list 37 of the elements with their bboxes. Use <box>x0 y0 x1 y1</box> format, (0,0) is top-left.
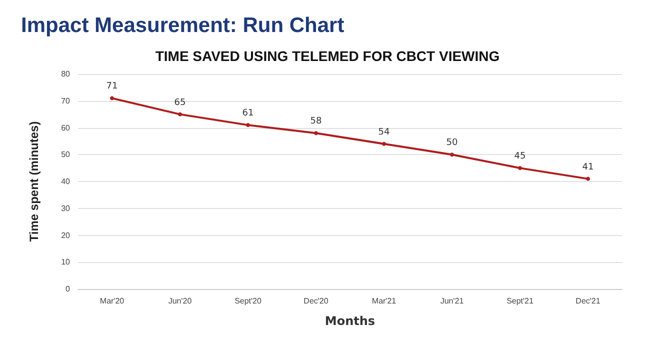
point <box>450 152 454 157</box>
y-tick-label: 20 <box>61 230 71 240</box>
point <box>178 112 182 116</box>
x-tick-label: Mar'20 <box>100 296 125 306</box>
data-label: 54 <box>378 127 390 138</box>
point <box>110 96 114 100</box>
point <box>246 123 250 128</box>
point <box>314 131 318 136</box>
data-label: 58 <box>310 116 322 127</box>
x-tick-label: Jun'20 <box>168 296 192 306</box>
data-label: 65 <box>174 98 186 108</box>
data-label: 45 <box>514 152 526 162</box>
data-label: 41 <box>582 162 594 172</box>
x-tick-label: Dec'20 <box>304 296 329 306</box>
data-label: 61 <box>242 108 254 119</box>
y-tick-label: 0 <box>66 284 71 294</box>
chart-subtitle: TIME SAVED USING TELEMED FOR CBCT VIEWING <box>155 48 500 64</box>
y-tick-label: 40 <box>61 177 71 186</box>
point <box>586 176 590 181</box>
data-label: 50 <box>446 138 458 148</box>
data-label: 71 <box>106 82 118 92</box>
y-tick-label: 10 <box>61 258 71 267</box>
y-tick-label: 30 <box>61 204 71 213</box>
y-tick-label: 70 <box>61 96 71 106</box>
x-tick-label: Mar'21 <box>372 296 397 306</box>
y-tick-label: 50 <box>61 150 71 160</box>
chart-title: Impact Measurement: Run Chart <box>21 14 344 37</box>
x-tick-label: Sept'21 <box>506 296 534 306</box>
point <box>518 166 522 170</box>
y-tick-label: 60 <box>61 123 71 132</box>
x-tick-label: Dec'21 <box>576 296 601 306</box>
point <box>382 142 386 146</box>
y-tick-label: 80 <box>61 70 71 78</box>
x-axis-title: Months <box>324 314 376 328</box>
y-axis-title: Time spent (minutes) <box>27 121 41 242</box>
x-tick-label: Sept'20 <box>234 296 262 306</box>
x-tick-label: Jun'21 <box>440 296 464 306</box>
